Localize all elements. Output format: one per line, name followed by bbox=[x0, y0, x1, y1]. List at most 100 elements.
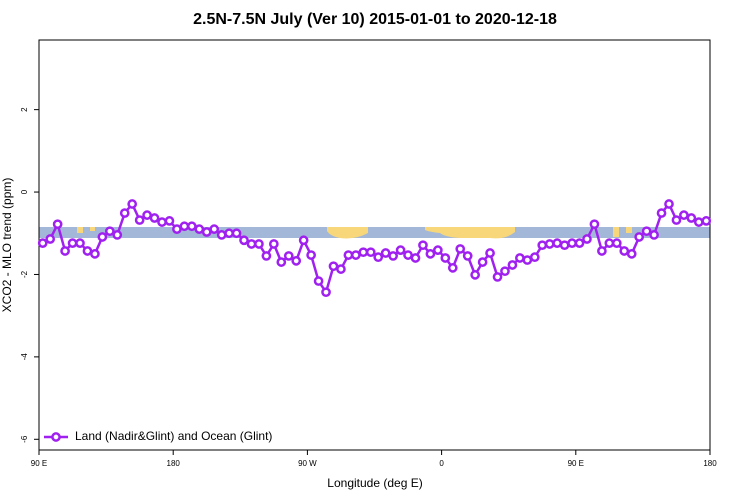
data-point bbox=[529, 252, 540, 263]
data-point bbox=[328, 261, 339, 272]
data-point bbox=[351, 250, 361, 260]
x-axis-label: Longitude (deg E) bbox=[327, 476, 422, 490]
data-point bbox=[239, 235, 249, 246]
y-tick-label: -6 bbox=[20, 435, 29, 443]
data-point bbox=[552, 238, 563, 248]
y-tick-label: -2 bbox=[20, 270, 29, 278]
y-tick-label: -4 bbox=[20, 353, 29, 361]
data-point bbox=[604, 238, 615, 248]
data-point bbox=[641, 226, 652, 237]
chart-title: 2.5N-7.5N July (Ver 10) 2015-01-01 to 20… bbox=[193, 11, 557, 28]
data-point bbox=[104, 226, 115, 237]
legend-box bbox=[42, 426, 282, 446]
data-point bbox=[201, 227, 212, 237]
data-point bbox=[60, 246, 70, 256]
data-point bbox=[365, 247, 376, 258]
data-point bbox=[45, 234, 56, 244]
x-tick-label: 180 bbox=[167, 459, 181, 468]
x-tick-label: 90 E bbox=[568, 459, 584, 468]
data-point bbox=[67, 238, 78, 248]
data-point bbox=[112, 230, 123, 240]
y-tick-label: 2 bbox=[20, 107, 29, 112]
data-point bbox=[231, 228, 242, 239]
data-point bbox=[216, 230, 227, 240]
legend-label: Land (Nadir&Glint) and Ocean (Glint) bbox=[75, 429, 272, 443]
data-point bbox=[656, 208, 667, 218]
data-point bbox=[209, 224, 220, 234]
data-point bbox=[336, 264, 346, 274]
data-point bbox=[447, 263, 458, 273]
data-point bbox=[127, 199, 138, 209]
data-point bbox=[142, 210, 152, 220]
data-point bbox=[75, 238, 85, 248]
data-point bbox=[455, 244, 466, 254]
data-point bbox=[440, 253, 451, 263]
data-point bbox=[492, 272, 503, 282]
data-point bbox=[291, 256, 302, 266]
data-point bbox=[149, 213, 160, 223]
data-point bbox=[306, 250, 316, 260]
data-point bbox=[611, 238, 622, 248]
data-point bbox=[395, 245, 406, 256]
data-point bbox=[380, 248, 391, 258]
data-point bbox=[522, 255, 533, 265]
data-point bbox=[649, 230, 659, 240]
data-point bbox=[261, 251, 272, 261]
data-point bbox=[425, 249, 436, 259]
data-point bbox=[664, 199, 674, 209]
data-point bbox=[671, 215, 682, 225]
y-axis-label: XCO2 - MLO trend (ppm) bbox=[0, 178, 14, 313]
data-point bbox=[373, 252, 384, 263]
data-point bbox=[626, 249, 637, 259]
data-point bbox=[194, 224, 205, 234]
data-point bbox=[224, 228, 234, 239]
data-point bbox=[433, 245, 443, 256]
data-point bbox=[597, 246, 607, 256]
data-point bbox=[321, 287, 331, 298]
data-point bbox=[179, 221, 190, 232]
data-point bbox=[477, 257, 488, 267]
data-point bbox=[254, 239, 264, 249]
data-point bbox=[388, 251, 398, 261]
data-point bbox=[37, 238, 48, 248]
data-point bbox=[515, 253, 525, 263]
data-point bbox=[634, 232, 645, 242]
data-point bbox=[313, 276, 324, 286]
legend-marker bbox=[51, 432, 61, 442]
data-point bbox=[134, 215, 145, 225]
data-point bbox=[246, 239, 257, 249]
data-point bbox=[403, 250, 413, 260]
data-point bbox=[52, 219, 63, 230]
data-point bbox=[567, 238, 577, 248]
data-point bbox=[686, 213, 697, 223]
data-point bbox=[507, 260, 518, 270]
data-point bbox=[186, 221, 197, 232]
x-tick-label: 0 bbox=[439, 459, 444, 468]
data-point bbox=[343, 250, 354, 260]
data-point bbox=[537, 240, 548, 251]
data-point bbox=[82, 246, 93, 256]
data-point bbox=[358, 247, 369, 258]
data-point bbox=[276, 257, 287, 267]
data-point bbox=[470, 270, 480, 280]
data-point bbox=[157, 217, 167, 227]
surface-strip bbox=[39, 227, 710, 239]
data-point bbox=[269, 239, 279, 249]
data-point bbox=[582, 234, 592, 244]
data-point bbox=[500, 266, 510, 277]
data-point bbox=[574, 238, 585, 248]
data-point bbox=[462, 251, 473, 261]
data-point bbox=[679, 210, 689, 220]
data-point bbox=[90, 249, 100, 259]
x-tick-label: 180 bbox=[703, 459, 717, 468]
data-point bbox=[410, 253, 421, 263]
data-point bbox=[97, 232, 108, 242]
data-point bbox=[589, 219, 600, 230]
data-point bbox=[418, 240, 428, 251]
data-point bbox=[619, 246, 630, 256]
data-point bbox=[701, 216, 712, 226]
x-tick-label: 90 E bbox=[31, 459, 47, 468]
x-tick-label: 90 W bbox=[298, 459, 317, 468]
y-tick-label: 0 bbox=[20, 189, 29, 194]
